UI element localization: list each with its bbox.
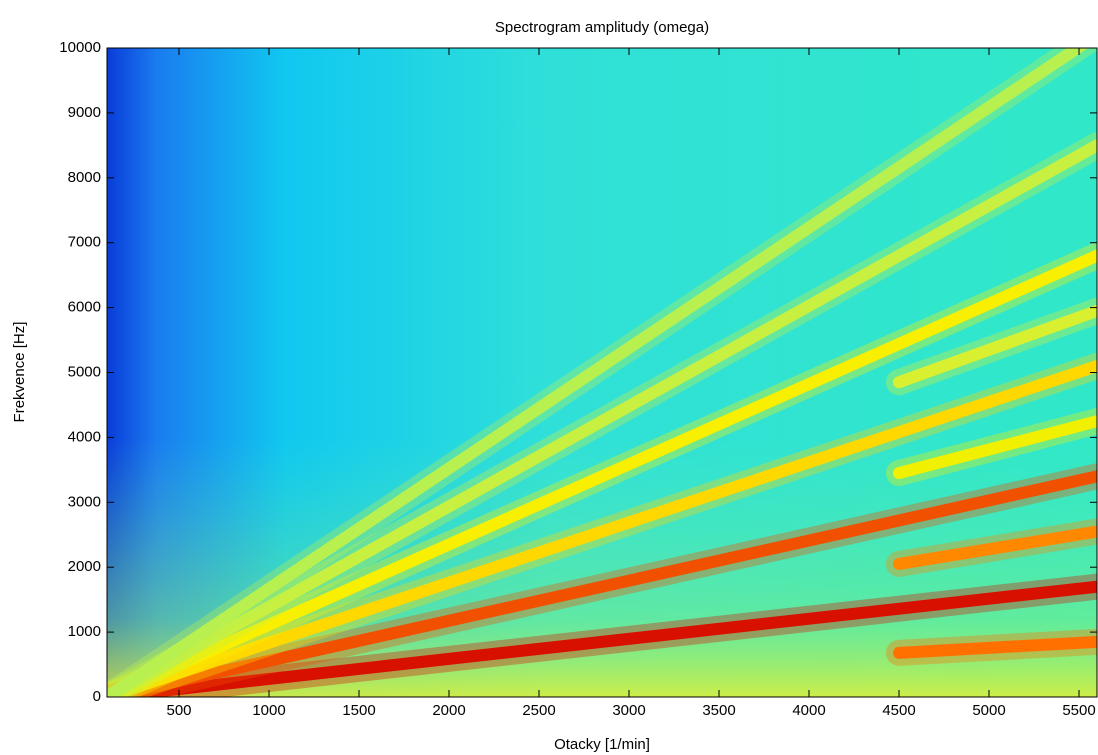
x-tick-label: 500 (166, 702, 191, 719)
x-tick-label: 5000 (972, 702, 1005, 719)
chart-title: Spectrogram amplitudy (omega) (495, 19, 709, 36)
y-tick-label: 9000 (68, 104, 101, 121)
y-axis-label: Frekvence [Hz] (11, 322, 28, 423)
ridge (107, 139, 1097, 697)
y-tick-label: 1000 (68, 623, 101, 640)
y-tick-label: 2000 (68, 558, 101, 575)
y-tick-label: 5000 (68, 363, 101, 380)
y-tick-label: 8000 (68, 169, 101, 186)
plot-area (107, 48, 1097, 697)
ridge (107, 249, 1097, 697)
y-tick-label: 3000 (68, 493, 101, 510)
ridge (107, 580, 1097, 697)
x-tick-label: 1500 (342, 702, 375, 719)
ridge (893, 525, 1097, 570)
ridge (893, 415, 1097, 480)
y-tick-label: 10000 (59, 39, 101, 56)
y-tick-label: 4000 (68, 428, 101, 445)
x-tick-label: 2500 (522, 702, 555, 719)
ridge (107, 360, 1097, 697)
x-tick-label: 4000 (792, 702, 825, 719)
x-tick-label: 3500 (702, 702, 735, 719)
x-tick-label: 3000 (612, 702, 645, 719)
y-tick-label: 7000 (68, 234, 101, 251)
x-tick-label: 4500 (882, 702, 915, 719)
x-tick-label: 5500 (1062, 702, 1095, 719)
ridge (893, 304, 1097, 389)
x-tick-label: 2000 (432, 702, 465, 719)
y-tick-label: 6000 (68, 299, 101, 316)
ridge (107, 470, 1097, 697)
ridge (107, 48, 1089, 697)
ridge (893, 635, 1097, 659)
x-axis-label: Otacky [1/min] (554, 736, 650, 753)
x-tick-label: 1000 (252, 702, 285, 719)
y-tick-label: 0 (93, 688, 101, 705)
